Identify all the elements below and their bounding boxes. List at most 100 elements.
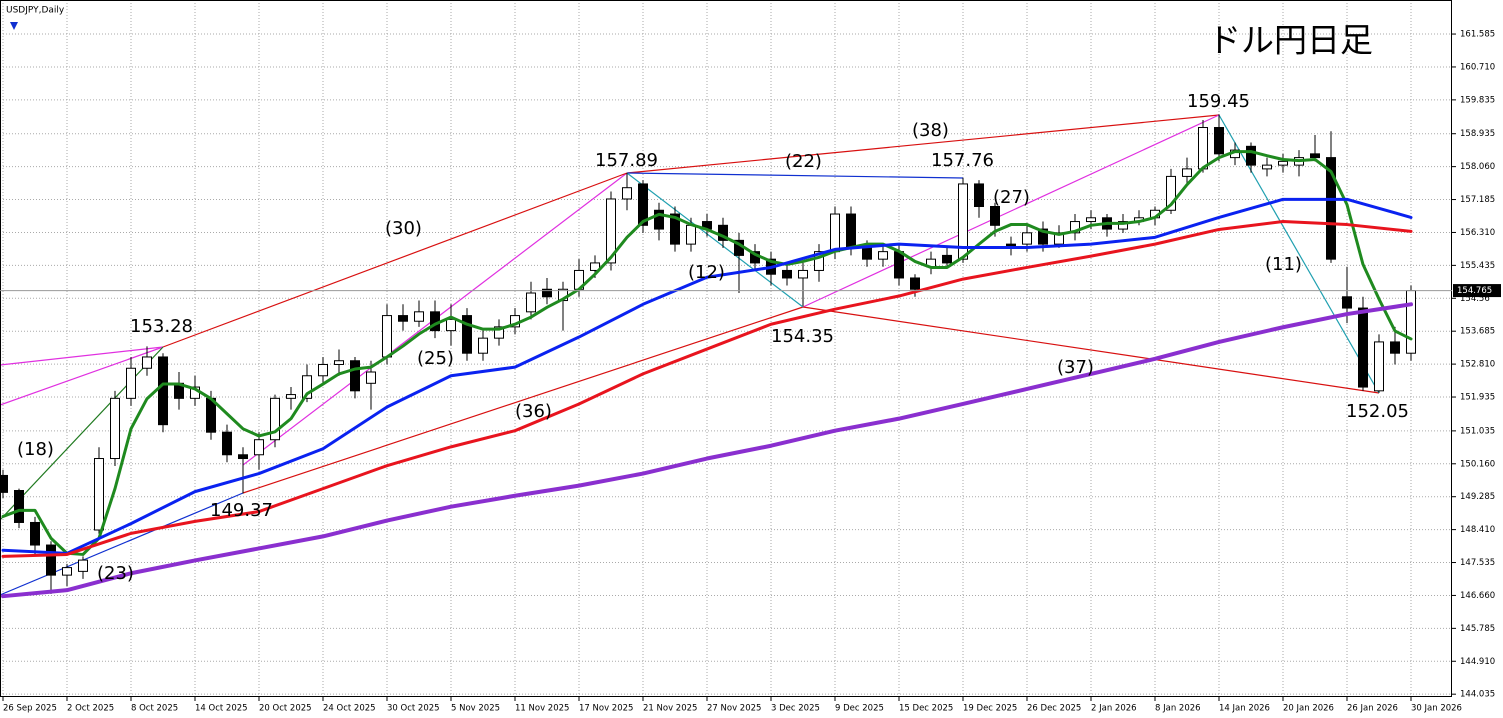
y-tick-label: 154.56 <box>1460 294 1490 304</box>
candle-body <box>1214 127 1224 155</box>
annotation: 152.05 <box>1346 401 1409 422</box>
candle-body <box>1182 168 1192 177</box>
candle-body <box>1166 175 1176 211</box>
candle-body <box>270 397 280 441</box>
candle-body <box>350 360 360 392</box>
trendline <box>626 172 804 308</box>
candle-body <box>1118 221 1128 230</box>
candle-body <box>382 315 392 358</box>
candle-body <box>366 371 376 384</box>
candles <box>0 114 1416 594</box>
candle-body <box>0 474 8 493</box>
grid <box>0 0 1452 697</box>
trendline <box>0 346 164 406</box>
x-tick-label: 24 Oct 2025 <box>323 704 376 714</box>
candle-body <box>62 567 72 576</box>
y-tick-label: 155.435 <box>1460 261 1495 271</box>
candle-body <box>398 315 408 322</box>
y-tick-label: 148.410 <box>1460 525 1495 535</box>
candle-body <box>1406 290 1416 354</box>
annotation: (25) <box>417 348 454 369</box>
y-tick-label: 145.785 <box>1460 624 1495 634</box>
candle-body <box>542 288 552 298</box>
candle-body <box>1038 228 1048 245</box>
candle-body <box>94 458 104 531</box>
candle-body <box>878 251 888 260</box>
candle-body <box>654 209 664 230</box>
y-tick-label: 149.285 <box>1460 492 1495 502</box>
x-tick-label: 30 Oct 2025 <box>387 704 440 714</box>
ma-line <box>1 150 1413 556</box>
candle-body <box>334 360 344 365</box>
candle-body <box>78 559 88 572</box>
trendline <box>802 114 1220 308</box>
candle-body <box>974 183 984 208</box>
y-tick-label: 160.710 <box>1460 62 1495 72</box>
x-tick-label: 5 Nov 2025 <box>451 704 500 714</box>
annotation: 157.89 <box>595 150 658 171</box>
current-price-box <box>1453 284 1501 298</box>
candle-body <box>1326 157 1336 260</box>
x-tick-label: 15 Dec 2025 <box>899 704 953 714</box>
candle-body <box>318 363 328 377</box>
candle-body <box>1358 307 1368 388</box>
candle-body <box>286 394 296 399</box>
candle-body <box>958 183 968 260</box>
candle-body <box>622 187 632 200</box>
trendline <box>626 114 1220 174</box>
candle-body <box>638 183 648 226</box>
trendline <box>242 306 804 494</box>
annotation: (11) <box>1265 254 1302 275</box>
trendline <box>0 346 164 366</box>
x-tick-label: 21 Nov 2025 <box>643 704 697 714</box>
y-tick-label: 156.310 <box>1460 228 1495 238</box>
trendline <box>802 306 1380 394</box>
x-tick-label: 20 Oct 2025 <box>259 704 312 714</box>
annotation: 157.76 <box>931 150 994 171</box>
candle-body <box>462 315 472 354</box>
candle-body <box>222 431 232 456</box>
y-tick-label: 158.060 <box>1460 162 1495 172</box>
x-tick-label: 27 Nov 2025 <box>707 704 761 714</box>
x-tick-label: 8 Oct 2025 <box>131 704 178 714</box>
candle-body <box>606 198 616 264</box>
candle-body <box>894 251 904 279</box>
candle-body <box>686 224 696 245</box>
x-tick-label: 20 Jan 2026 <box>1283 704 1334 714</box>
candle-body <box>478 337 488 354</box>
annotation: 149.37 <box>210 500 273 521</box>
annotation: (37) <box>1057 357 1094 378</box>
trendline <box>162 172 628 348</box>
candle-body <box>142 356 152 369</box>
x-tick-label: 9 Dec 2025 <box>835 704 884 714</box>
y-tick-label: 158.935 <box>1460 129 1495 139</box>
candle-body <box>126 367 136 399</box>
x-tick-label: 2 Jan 2026 <box>1091 704 1137 714</box>
y-tick-label: 144.035 <box>1460 690 1495 700</box>
candle-body <box>1310 153 1320 159</box>
candle-body <box>158 356 168 426</box>
chart-title: USDJPY,Daily <box>6 6 65 16</box>
x-tick-label: 26 Dec 2025 <box>1027 704 1081 714</box>
y-tick-label: 151.935 <box>1460 393 1495 403</box>
ma-line <box>1 197 1413 555</box>
y-tick-label: 144.910 <box>1460 657 1495 667</box>
x-tick-label: 17 Nov 2025 <box>579 704 633 714</box>
annotation: (38) <box>912 120 949 141</box>
candle-body <box>1262 164 1272 170</box>
x-tick-label: 2 Oct 2025 <box>67 704 114 714</box>
candle-body <box>1342 296 1352 309</box>
y-tick-label: 152.810 <box>1460 360 1495 370</box>
ma-line <box>1 302 1413 599</box>
x-tick-label: 3 Dec 2025 <box>771 704 820 714</box>
y-tick-label: 150.160 <box>1460 459 1495 469</box>
candle-body <box>1022 232 1032 245</box>
x-tick-label: 30 Jan 2026 <box>1411 704 1462 714</box>
x-tick-label: 14 Oct 2025 <box>195 704 248 714</box>
trendline <box>1218 114 1380 394</box>
y-tick-label: 146.660 <box>1460 591 1495 601</box>
candle-body <box>830 213 840 253</box>
x-tick-label: 26 Sep 2025 <box>3 704 57 714</box>
candle-body <box>846 213 856 249</box>
